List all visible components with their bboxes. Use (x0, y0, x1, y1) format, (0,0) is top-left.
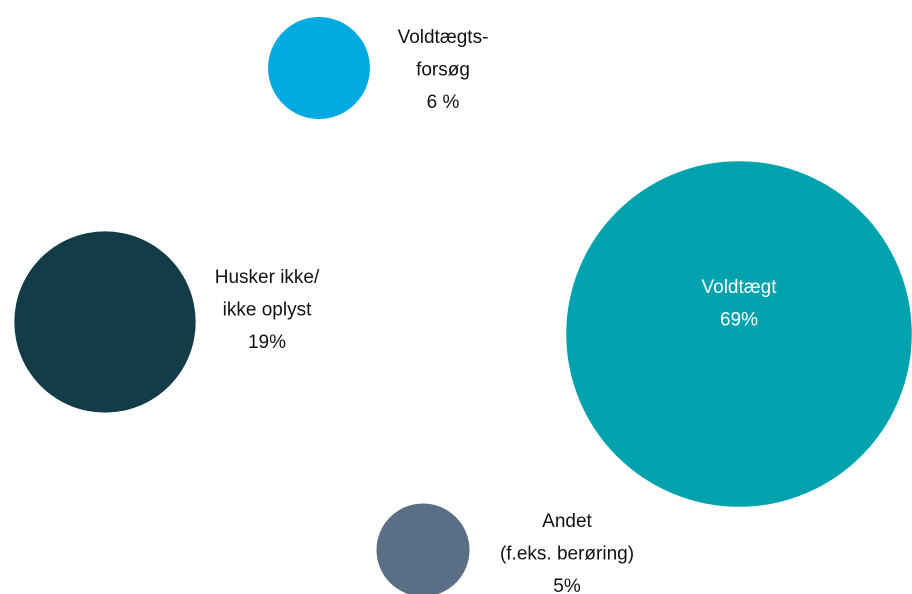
bubble-label: Voldtægt (702, 277, 778, 298)
value-label: 5% (553, 576, 581, 594)
bubble (14, 231, 196, 413)
bubble (376, 503, 470, 594)
bubble-label: ikke oplyst (223, 300, 312, 321)
bubble-label: Voldtægts- (398, 27, 489, 48)
bubble-label: (f.eks. berøring) (500, 544, 634, 565)
value-label: 69% (720, 310, 758, 331)
bubble-label: forsøg (416, 60, 470, 81)
bubble (566, 161, 912, 507)
value-label: 19% (248, 332, 286, 353)
value-label: 6 % (427, 92, 460, 113)
bubble-label: Husker ikke/ (215, 267, 320, 288)
bubble (268, 17, 370, 119)
bubble-label: Andet (542, 511, 592, 532)
